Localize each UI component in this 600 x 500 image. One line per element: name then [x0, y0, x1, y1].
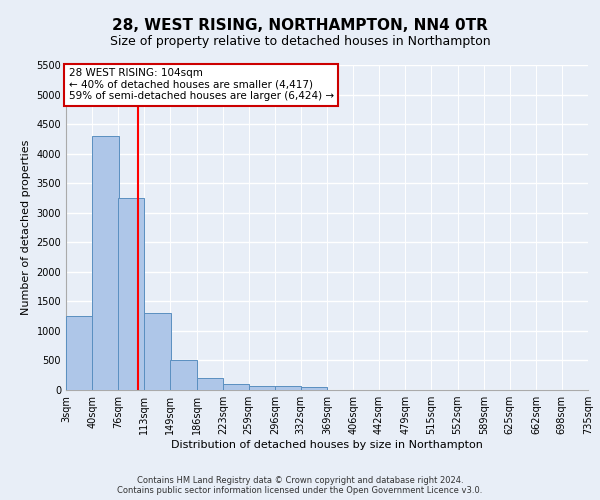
- Text: Contains HM Land Registry data © Crown copyright and database right 2024.
Contai: Contains HM Land Registry data © Crown c…: [118, 476, 482, 495]
- Bar: [248, 386, 275, 390]
- Bar: [275, 386, 301, 390]
- Bar: [66, 316, 92, 390]
- Text: 28 WEST RISING: 104sqm
← 40% of detached houses are smaller (4,417)
59% of semi-: 28 WEST RISING: 104sqm ← 40% of detached…: [68, 68, 334, 102]
- Bar: [92, 136, 119, 390]
- Bar: [197, 378, 223, 390]
- Bar: [223, 384, 249, 390]
- Text: 28, WEST RISING, NORTHAMPTON, NN4 0TR: 28, WEST RISING, NORTHAMPTON, NN4 0TR: [112, 18, 488, 32]
- Text: Size of property relative to detached houses in Northampton: Size of property relative to detached ho…: [110, 35, 490, 48]
- Bar: [170, 360, 197, 390]
- Bar: [118, 198, 145, 390]
- Y-axis label: Number of detached properties: Number of detached properties: [21, 140, 31, 315]
- Bar: [301, 387, 327, 390]
- Bar: [145, 313, 171, 390]
- X-axis label: Distribution of detached houses by size in Northampton: Distribution of detached houses by size …: [171, 440, 483, 450]
